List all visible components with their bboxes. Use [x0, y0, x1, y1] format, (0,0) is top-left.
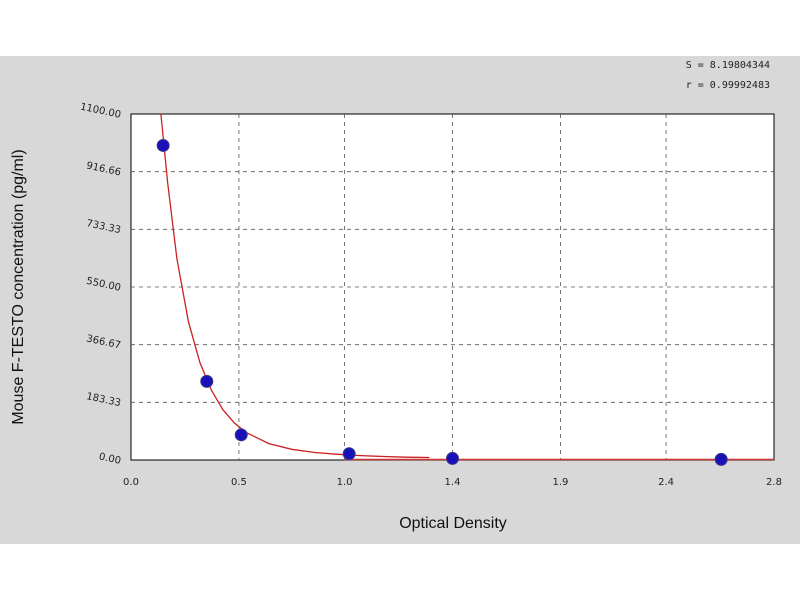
stat-s: S = 8.19804344 [686, 60, 770, 71]
x-tick-label: 1.9 [552, 477, 568, 488]
x-tick-label: 2.8 [766, 477, 782, 488]
y-tick-label: 0.00 [98, 451, 122, 466]
chart-svg: 0.0 0.5 1.0 1.4 1.9 2.4 2.8 0.00 183.33 366.67 55… [10, 60, 782, 532]
data-point [234, 428, 248, 442]
x-tick-label: 1.4 [445, 477, 461, 488]
x-tick-label: 0.0 [123, 477, 139, 488]
x-tick-label: 2.4 [658, 477, 674, 488]
data-point [342, 447, 356, 461]
x-tick-label: 1.0 [337, 477, 353, 488]
x-tick-label: 0.5 [231, 477, 247, 488]
x-tick-labels: 0.0 0.5 1.0 1.4 1.9 2.4 2.8 [123, 477, 782, 488]
x-axis-title: Optical Density [399, 515, 507, 532]
y-tick-label: 733.33 [85, 218, 122, 236]
data-point [446, 451, 459, 465]
grid-lines [131, 114, 774, 460]
chart-panel: 0.0 0.5 1.0 1.4 1.9 2.4 2.8 0.00 183.33 366.67 55… [0, 56, 800, 544]
y-tick-label: 550.00 [85, 276, 122, 294]
y-tick-label: 183.33 [85, 391, 122, 409]
y-tick-labels: 0.00 183.33 366.67 550.00 733.33 916.66 1100.0… [79, 101, 122, 466]
y-tick-label: 366.67 [85, 333, 122, 351]
data-point [714, 452, 728, 466]
y-tick-label: 916.66 [85, 160, 122, 178]
stat-r: r = 0.99992483 [686, 80, 770, 91]
y-axis-title: Mouse F-TESTO concentration (pg/ml) [10, 149, 27, 424]
data-points-layer [156, 138, 728, 466]
data-point [156, 138, 170, 152]
data-point [200, 374, 214, 388]
y-tick-label: 1100.00 [79, 101, 122, 120]
